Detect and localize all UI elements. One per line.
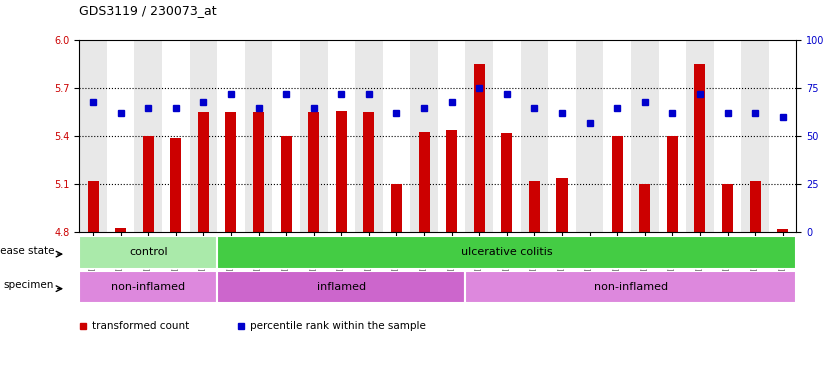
Bar xyxy=(548,40,575,232)
Bar xyxy=(198,112,208,232)
Bar xyxy=(438,40,465,232)
Bar xyxy=(686,40,714,232)
Bar xyxy=(79,40,107,232)
Text: control: control xyxy=(129,247,168,258)
Bar xyxy=(170,138,181,232)
Text: transformed count: transformed count xyxy=(92,321,189,331)
Bar xyxy=(383,40,410,232)
Bar xyxy=(556,178,567,232)
Bar xyxy=(253,112,264,232)
Text: disease state: disease state xyxy=(0,246,54,256)
Bar xyxy=(355,40,383,232)
Bar xyxy=(611,136,623,232)
Text: specimen: specimen xyxy=(3,280,54,290)
Bar xyxy=(391,184,402,232)
Bar xyxy=(143,136,153,232)
Text: non-inflamed: non-inflamed xyxy=(111,282,185,292)
Bar xyxy=(88,181,98,232)
Bar xyxy=(769,40,796,232)
Text: percentile rank within the sample: percentile rank within the sample xyxy=(250,321,426,331)
Bar xyxy=(520,40,548,232)
Bar xyxy=(603,40,631,232)
Bar xyxy=(300,40,328,232)
Bar xyxy=(777,229,788,232)
Bar xyxy=(493,40,520,232)
Bar xyxy=(575,40,603,232)
Bar xyxy=(501,133,512,232)
Bar xyxy=(465,271,796,303)
Bar xyxy=(667,136,678,232)
Bar xyxy=(446,130,457,232)
Bar xyxy=(225,112,237,232)
Bar xyxy=(750,181,761,232)
Bar xyxy=(217,271,465,303)
Bar xyxy=(741,40,769,232)
Bar xyxy=(134,40,162,232)
Text: ulcerative colitis: ulcerative colitis xyxy=(461,247,553,258)
Bar xyxy=(631,40,659,232)
Bar xyxy=(714,40,741,232)
Bar xyxy=(328,40,355,232)
Bar xyxy=(410,40,438,232)
Bar xyxy=(79,236,217,269)
Bar xyxy=(115,227,126,232)
Text: GDS3119 / 230073_at: GDS3119 / 230073_at xyxy=(79,4,217,17)
Bar xyxy=(309,112,319,232)
Bar xyxy=(273,40,300,232)
Bar xyxy=(107,40,134,232)
Bar xyxy=(244,40,273,232)
Bar xyxy=(280,136,292,232)
Bar xyxy=(639,184,651,232)
Bar xyxy=(695,64,706,232)
Bar xyxy=(189,40,217,232)
Bar xyxy=(336,111,347,232)
Bar xyxy=(659,40,686,232)
Bar xyxy=(722,184,733,232)
Text: non-inflamed: non-inflamed xyxy=(594,282,668,292)
Bar xyxy=(465,40,493,232)
Bar xyxy=(162,40,189,232)
Bar xyxy=(474,64,485,232)
Bar xyxy=(529,181,540,232)
Bar xyxy=(79,271,217,303)
Bar xyxy=(419,131,430,232)
Bar xyxy=(217,40,244,232)
Bar xyxy=(364,112,374,232)
Bar xyxy=(217,236,796,269)
Text: inflamed: inflamed xyxy=(317,282,366,292)
